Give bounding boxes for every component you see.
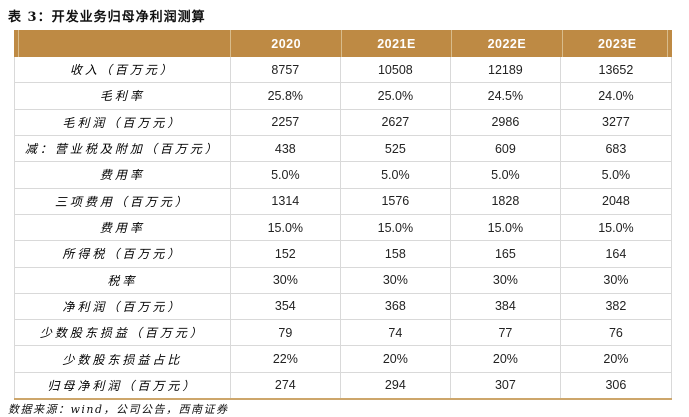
table-row: 三项费用（百万元） 1314 1576 1828 2048 (15, 188, 671, 215)
cell-value: 30% (341, 267, 451, 293)
row-label: 收入（百万元） (15, 57, 231, 83)
table-row: 少数股东损益（百万元） 79 74 77 76 (15, 320, 671, 347)
cell-value: 30% (231, 267, 341, 293)
cell-value: 20% (603, 352, 629, 367)
table-body: 收入（百万元） 8757 10508 12189 13652 毛利率 25.8% 25.0% 2… (14, 57, 672, 399)
cell-value: 30% (603, 273, 629, 288)
cell-value: 12189 (451, 57, 561, 83)
cell-value: 307 (451, 372, 561, 399)
cell-value: 5.0% (601, 167, 631, 182)
cell-value: 30% (451, 267, 561, 293)
cell-value: 2048 (602, 194, 630, 209)
cell-value: 1576 (341, 188, 451, 214)
table-row: 净利润（百万元） 354 368 384 382 (15, 293, 671, 321)
cell-value: 274 (231, 372, 341, 399)
cell-value: 13652 (598, 62, 634, 77)
table-row: 费用率 15.0% 15.0% 15.0% 15.0% (15, 214, 671, 242)
row-label: 少数股东损益（百万元） (15, 320, 231, 346)
cell-value: 165 (451, 241, 561, 267)
cell-value: 74 (341, 320, 451, 346)
cell-value: 354 (231, 293, 341, 320)
cell-value: 15.0% (231, 214, 341, 241)
cell-value: 1314 (231, 188, 341, 214)
row-label: 减：营业税及附加（百万元） (15, 135, 231, 162)
data-source-note: 数据来源：wind，公司公告，西南证券 (8, 403, 229, 416)
row-label: 少数股东损益占比 (15, 346, 231, 372)
row-label: 税率 (15, 267, 231, 293)
table-row: 减：营业税及附加（百万元） 438 525 609 683 (15, 135, 671, 163)
cell-value: 20% (451, 346, 561, 372)
column-header-label (14, 30, 230, 57)
cell-value: 24.5% (451, 83, 561, 109)
column-header-2023e: 2023E (561, 30, 672, 57)
cell-value: 384 (451, 293, 561, 320)
cell-value: 3277 (602, 115, 630, 130)
cell-value: 2986 (451, 109, 561, 135)
row-label: 毛利率 (15, 83, 231, 109)
table-row: 毛利率 25.8% 25.0% 24.5% 24.0% (15, 83, 671, 110)
cell-value: 20% (341, 346, 451, 372)
cell-value: 15.0% (341, 214, 451, 241)
cell-value: 5.0% (451, 162, 561, 188)
row-label: 毛利润（百万元） (15, 109, 231, 135)
cell-value: 15.0% (451, 214, 561, 241)
row-label: 净利润（百万元） (15, 293, 231, 320)
cell-value: 164 (605, 246, 627, 261)
row-label: 费用率 (15, 162, 231, 188)
table-row: 少数股东损益占比 22% 20% 20% 20% (15, 346, 671, 373)
table-title: 表 3：开发业务归母净利润测算 (8, 10, 206, 25)
cell-value: 77 (451, 320, 561, 346)
table-row: 收入（百万元） 8757 10508 12189 13652 (15, 57, 671, 84)
table-header-row: 2020 2021E 2022E 2023E (14, 30, 672, 57)
column-header-2022e: 2022E (451, 30, 561, 57)
cell-value: 438 (231, 135, 341, 162)
table-row: 费用率 5.0% 5.0% 5.0% 5.0% (15, 162, 671, 189)
cell-value: 294 (341, 372, 451, 399)
table-row: 所得税（百万元） 152 158 165 164 (15, 241, 671, 268)
table-row: 税率 30% 30% 30% 30% (15, 267, 671, 294)
cell-value: 15.0% (598, 220, 634, 235)
column-header-2020: 2020 (230, 30, 340, 57)
cell-value: 5.0% (341, 162, 451, 188)
cell-value: 25.8% (231, 83, 341, 109)
cell-value: 79 (231, 320, 341, 346)
row-label: 归母净利润（百万元） (15, 372, 231, 399)
cell-value: 158 (341, 241, 451, 267)
cell-value: 2627 (341, 109, 451, 135)
column-header-2021e: 2021E (340, 30, 451, 57)
cell-value: 2257 (231, 109, 341, 135)
cell-value: 368 (341, 293, 451, 320)
data-table: 2020 2021E 2022E 2023E 收入（百万元） 8757 10508 1… (14, 30, 672, 400)
cell-value: 609 (451, 135, 561, 162)
cell-value: 306 (605, 378, 627, 393)
cell-value: 5.0% (231, 162, 341, 188)
row-label: 所得税（百万元） (15, 241, 231, 267)
cell-value: 24.0% (598, 88, 634, 103)
cell-value: 683 (605, 141, 627, 156)
cell-value: 152 (231, 241, 341, 267)
cell-value: 1828 (451, 188, 561, 214)
table-row: 归母净利润（百万元） 274 294 307 306 (15, 372, 671, 399)
row-label: 费用率 (15, 214, 231, 241)
cell-value: 8757 (231, 57, 341, 83)
cell-value: 25.0% (341, 83, 451, 109)
table-row: 毛利润（百万元） 2257 2627 2986 3277 (15, 109, 671, 136)
cell-value: 525 (341, 135, 451, 162)
cell-value: 22% (231, 346, 341, 372)
cell-value: 76 (608, 325, 623, 340)
cell-value: 10508 (341, 57, 451, 83)
row-label: 三项费用（百万元） (15, 188, 231, 214)
cell-value: 382 (605, 299, 627, 314)
